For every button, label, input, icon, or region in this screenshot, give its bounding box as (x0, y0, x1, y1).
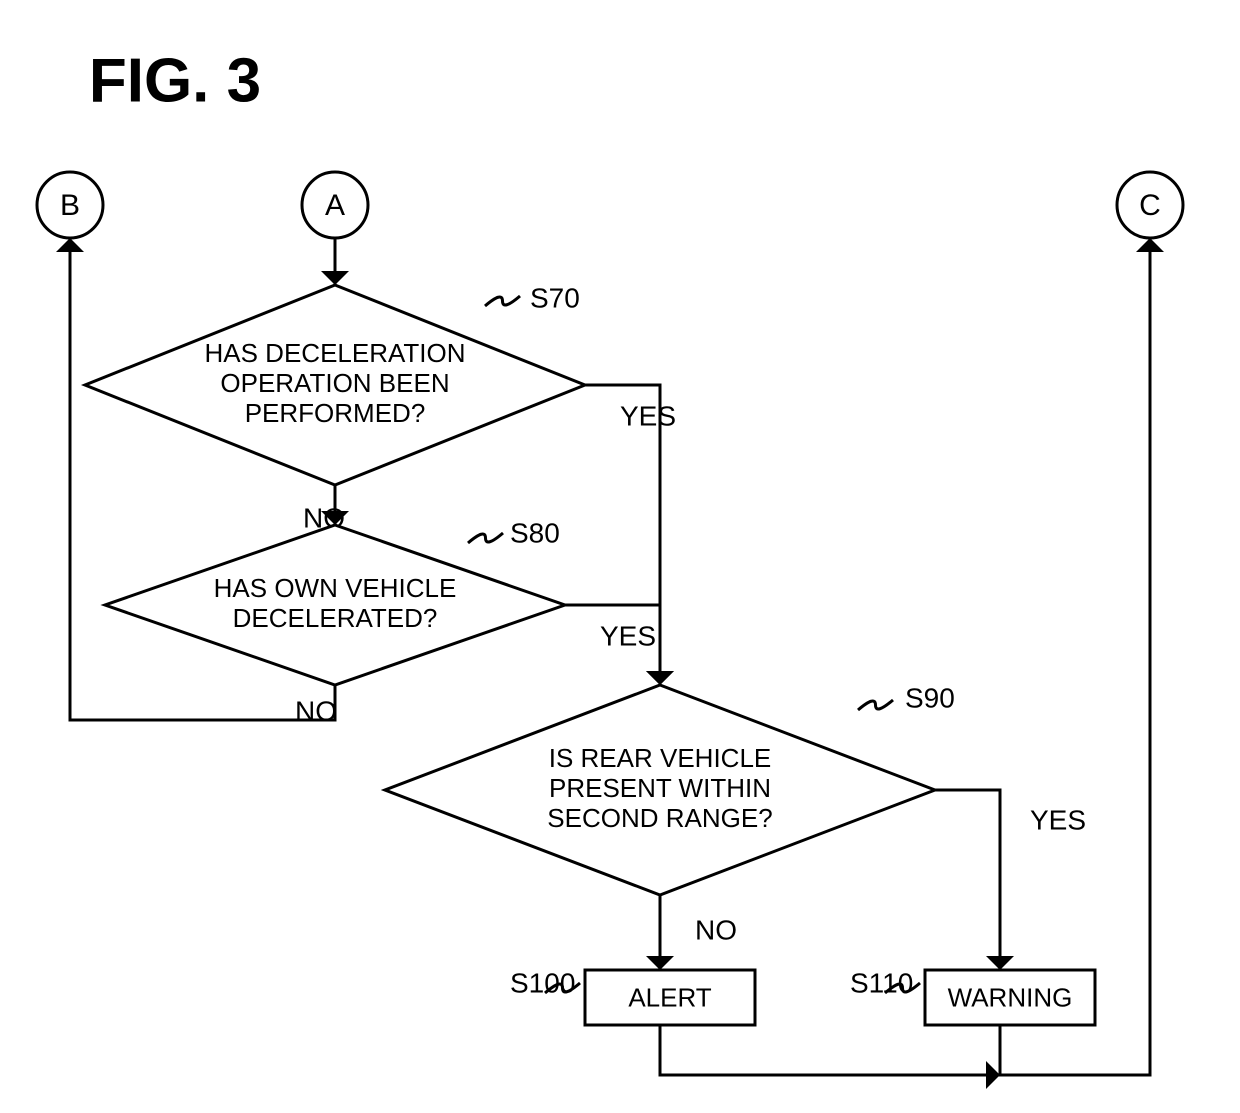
svg-text:YES: YES (620, 400, 676, 431)
svg-text:PRESENT WITHIN: PRESENT WITHIN (549, 773, 771, 803)
svg-text:IS REAR VEHICLE: IS REAR VEHICLE (549, 743, 772, 773)
svg-text:ALERT: ALERT (628, 982, 711, 1012)
svg-text:S90: S90 (905, 682, 955, 713)
svg-text:C: C (1139, 189, 1161, 222)
svg-text:NO: NO (695, 914, 737, 945)
svg-text:PERFORMED?: PERFORMED? (245, 398, 426, 428)
svg-text:YES: YES (600, 620, 656, 651)
svg-text:DECELERATED?: DECELERATED? (233, 603, 438, 633)
svg-text:A: A (325, 189, 345, 222)
svg-text:OPERATION BEEN: OPERATION BEEN (220, 368, 449, 398)
svg-text:S80: S80 (510, 517, 560, 548)
svg-text:FIG. 3: FIG. 3 (89, 46, 261, 115)
svg-text:WARNING: WARNING (948, 982, 1073, 1012)
svg-text:S100: S100 (510, 967, 575, 998)
svg-text:B: B (60, 189, 80, 222)
svg-text:S70: S70 (530, 282, 580, 313)
svg-text:HAS OWN VEHICLE: HAS OWN VEHICLE (214, 573, 457, 603)
svg-text:SECOND RANGE?: SECOND RANGE? (547, 803, 772, 833)
svg-text:HAS DECELERATION: HAS DECELERATION (204, 338, 465, 368)
svg-text:YES: YES (1030, 804, 1086, 835)
svg-text:NO: NO (295, 695, 337, 726)
svg-text:S110: S110 (850, 967, 913, 998)
